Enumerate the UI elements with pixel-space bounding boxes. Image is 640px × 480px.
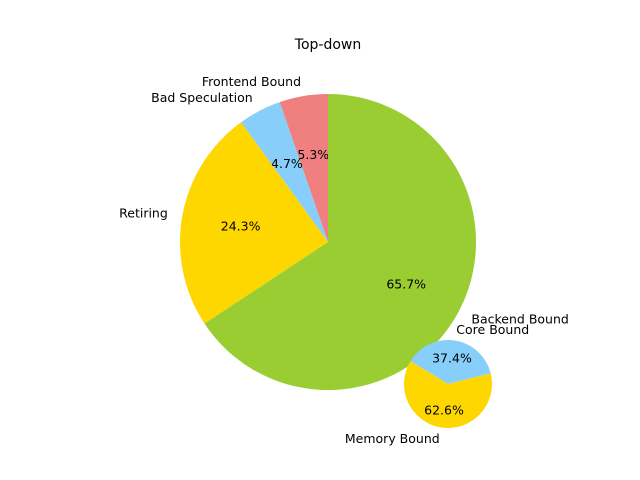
- pie-slice-core-bound: [410, 339, 491, 384]
- chart-title: Top-down: [294, 37, 361, 53]
- pie-slice-bad-speculation: [241, 102, 328, 242]
- pct-label-core-bound: 37.4%: [432, 350, 472, 365]
- slice-label-retiring: Retiring: [119, 206, 168, 221]
- pie-slice-memory-bound: [404, 361, 492, 428]
- slice-label-core-bound: Core Bound: [456, 322, 529, 337]
- slice-label-bad-speculation: Bad Speculation: [151, 90, 253, 105]
- slice-label-frontend-bound: Frontend Bound: [202, 74, 301, 89]
- pie-slice-frontend-bound: [279, 94, 328, 242]
- sub-pie: 37.4% Core Bound 62.6% Memory Bound: [345, 322, 529, 446]
- pct-label-retiring: 24.3%: [221, 219, 261, 234]
- pie-slice-retiring: [180, 122, 328, 324]
- pct-label-backend-bound: 65.7%: [386, 277, 426, 292]
- pie-slice-backend-bound: [204, 94, 477, 390]
- slice-label-memory-bound: Memory Bound: [345, 431, 440, 446]
- slice-label-backend-bound: Backend Bound: [471, 312, 568, 327]
- pct-label-bad-speculation: 4.7%: [271, 156, 303, 171]
- pct-label-memory-bound: 62.6%: [424, 403, 464, 418]
- main-pie: 5.3% Frontend Bound 4.7% Bad Speculation 24.…: [119, 74, 569, 390]
- pct-label-frontend-bound: 5.3%: [297, 147, 329, 162]
